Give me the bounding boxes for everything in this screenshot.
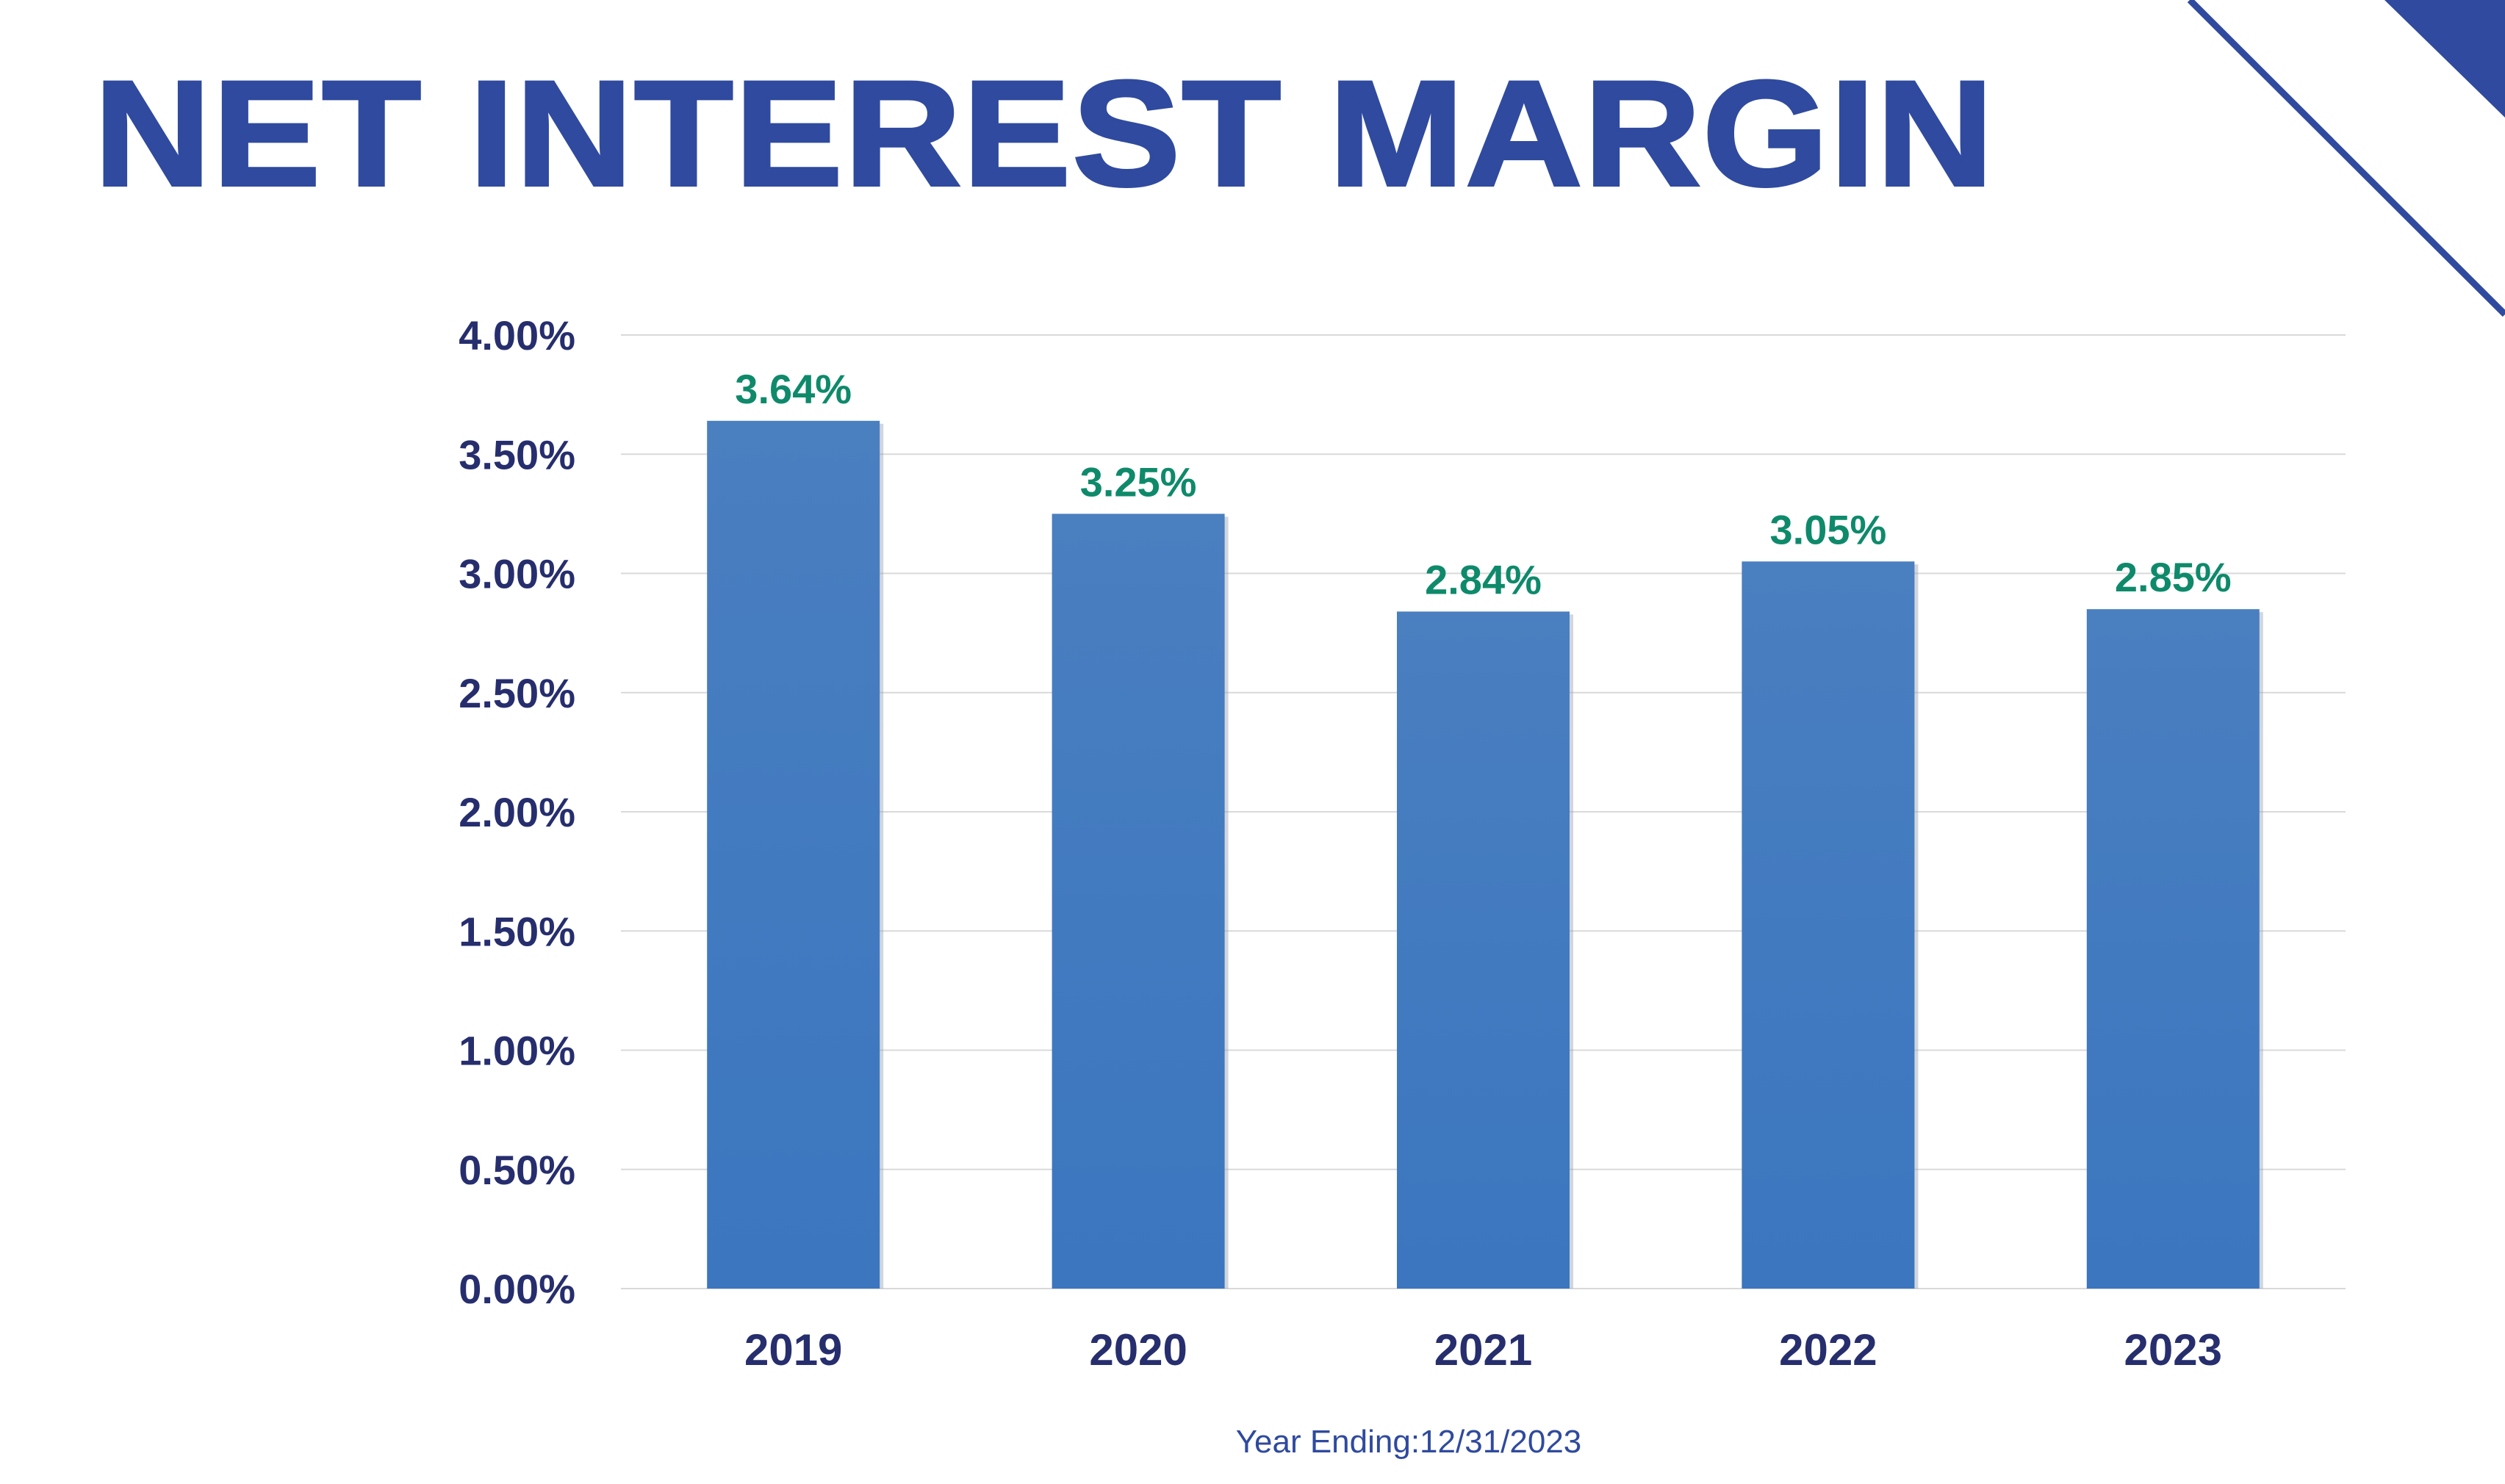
bar	[1397, 611, 1570, 1289]
data-label: 3.25%	[1080, 458, 1197, 505]
bar	[2086, 609, 2260, 1289]
corner-triangle	[2384, 0, 2505, 118]
y-tick-label: 3.50%	[459, 431, 575, 478]
y-tick-label: 1.00%	[459, 1028, 575, 1074]
corner-diagonal-line	[2187, 0, 2505, 317]
data-label: 3.64%	[735, 366, 852, 412]
footnote: Year Ending:12/31/2023	[1235, 1424, 1582, 1460]
x-tick-label: 2022	[1779, 1325, 1877, 1375]
y-tick-label: 0.00%	[459, 1266, 575, 1312]
y-tick-label: 2.50%	[459, 670, 575, 716]
x-tick-label: 2023	[2124, 1325, 2222, 1375]
y-tick-label: 0.50%	[459, 1147, 575, 1193]
bar	[1742, 561, 1915, 1289]
bar	[1052, 514, 1225, 1289]
data-label: 3.05%	[1770, 506, 1887, 552]
y-tick-label: 4.00%	[459, 312, 575, 359]
x-axis-tick-labels: 2019 2020 2021 2022 2023	[744, 1325, 2222, 1375]
y-axis-tick-labels: 0.00% 0.50% 1.00% 1.50% 2.00% 2.50% 3.00% 3.50%…	[459, 312, 575, 1312]
x-tick-label: 2020	[1089, 1325, 1187, 1375]
bar	[707, 420, 880, 1289]
bars	[707, 420, 2263, 1289]
data-labels: 3.64% 3.25% 2.84% 3.05% 2.85%	[735, 366, 2231, 603]
y-tick-label: 3.00%	[459, 551, 575, 597]
page-title: NET INTEREST MARGIN	[93, 50, 1995, 217]
y-tick-label: 1.50%	[459, 908, 575, 954]
data-label: 2.84%	[1425, 556, 1542, 602]
x-tick-label: 2021	[1434, 1325, 1532, 1375]
x-tick-label: 2019	[744, 1325, 842, 1375]
data-label: 2.85%	[2115, 554, 2232, 600]
y-tick-label: 2.00%	[459, 789, 575, 835]
